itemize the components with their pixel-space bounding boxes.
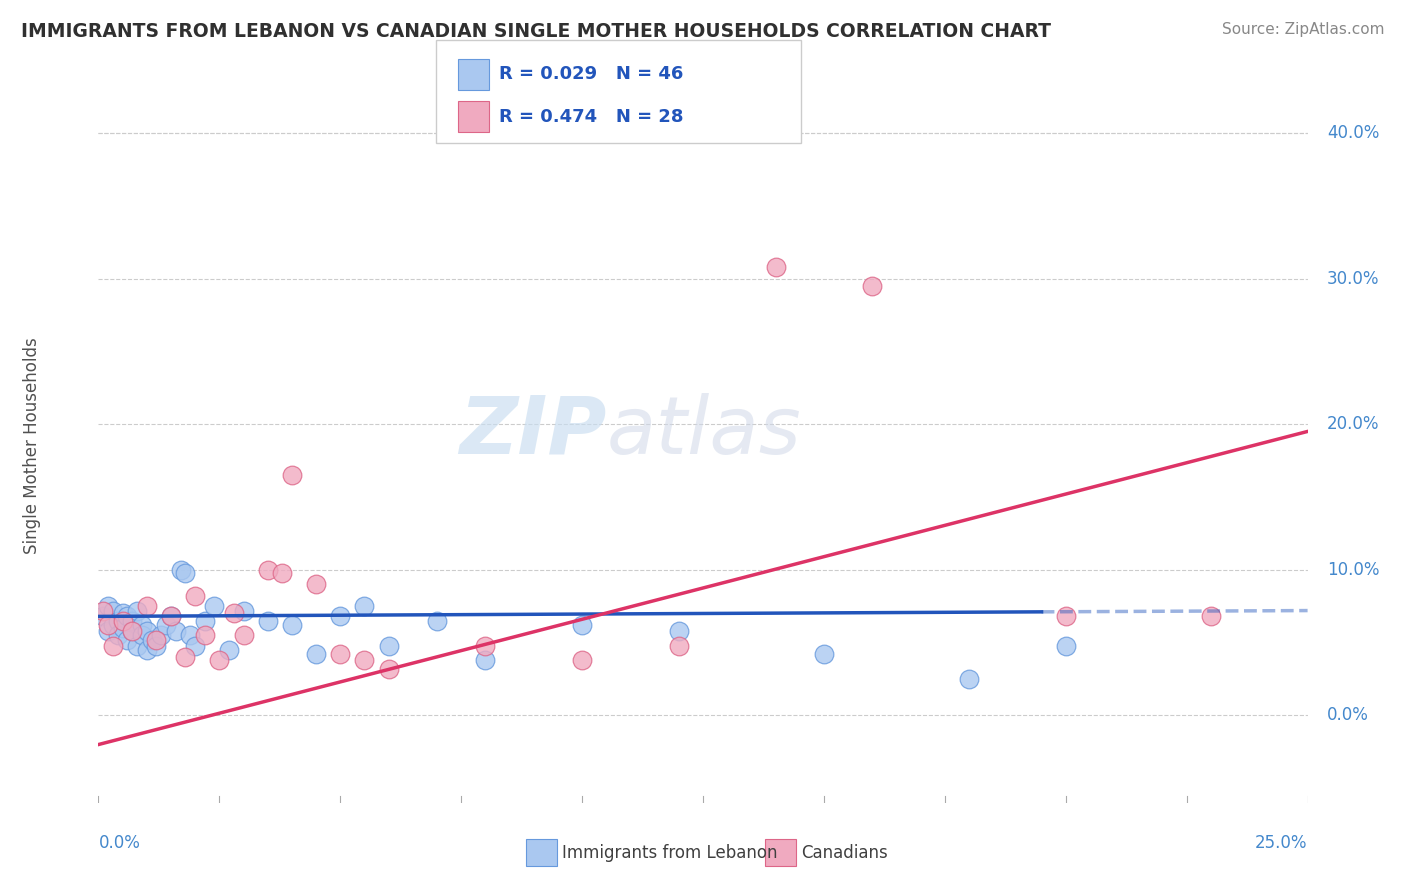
Text: 0.0%: 0.0% [1327,706,1369,724]
Text: ZIP: ZIP [458,392,606,471]
Point [860,278,883,293]
Point [329,609,352,624]
Point [353,599,375,614]
Point [117,632,139,647]
Text: IMMIGRANTS FROM LEBANON VS CANADIAN SINGLE MOTHER HOUSEHOLDS CORRELATION CHART: IMMIGRANTS FROM LEBANON VS CANADIAN SING… [21,22,1052,41]
Point [179,628,201,642]
Point [271,566,294,580]
Point [160,609,183,624]
Point [141,632,163,647]
Point [121,624,143,638]
Point [474,653,496,667]
Point [91,609,114,624]
Point [765,260,787,274]
Point [194,614,217,628]
Point [97,618,120,632]
Point [131,618,153,632]
Point [305,577,328,591]
Point [184,639,207,653]
Text: Canadians: Canadians [801,844,889,862]
Point [1199,609,1222,624]
Point [101,603,124,617]
Point [668,624,690,638]
Point [218,643,240,657]
Text: R = 0.029   N = 46: R = 0.029 N = 46 [499,65,683,84]
Point [204,599,226,614]
Text: R = 0.474   N = 28: R = 0.474 N = 28 [499,108,683,126]
Point [135,624,157,638]
Point [813,647,835,661]
Point [145,632,167,647]
Point [150,628,173,642]
Point [1054,639,1077,653]
Point [232,628,254,642]
Point [571,618,593,632]
Point [426,614,449,628]
Text: Immigrants from Lebanon: Immigrants from Lebanon [562,844,778,862]
Text: 40.0%: 40.0% [1327,124,1379,142]
Point [281,468,304,483]
Point [135,643,157,657]
Text: 0.0%: 0.0% [98,834,141,852]
Point [174,566,197,580]
Text: 20.0%: 20.0% [1327,415,1379,434]
Point [135,599,157,614]
Point [131,628,153,642]
Point [208,653,231,667]
Point [377,662,399,676]
Point [101,639,124,653]
Point [145,639,167,653]
Text: Source: ZipAtlas.com: Source: ZipAtlas.com [1222,22,1385,37]
Text: 25.0%: 25.0% [1256,834,1308,852]
Point [232,603,254,617]
Point [107,614,129,628]
Point [474,639,496,653]
Point [160,609,183,624]
Point [305,647,328,661]
Point [121,624,143,638]
Point [111,607,134,621]
Point [107,628,129,642]
Point [127,603,149,617]
Point [127,639,149,653]
Text: atlas: atlas [606,392,801,471]
Point [222,607,245,621]
Point [111,621,134,635]
Point [169,563,191,577]
Point [165,624,187,638]
Point [329,647,352,661]
Point [111,614,134,628]
Point [117,609,139,624]
Text: 10.0%: 10.0% [1327,561,1379,579]
Text: Single Mother Households: Single Mother Households [22,338,41,554]
Point [668,639,690,653]
Point [121,614,143,628]
Point [91,603,114,617]
Point [155,618,177,632]
Point [101,618,124,632]
Point [184,589,207,603]
Point [256,563,278,577]
Point [256,614,278,628]
Point [194,628,217,642]
Point [1054,609,1077,624]
Point [97,599,120,614]
Point [571,653,593,667]
Point [97,624,120,638]
Point [353,653,375,667]
Point [377,639,399,653]
Point [174,650,197,665]
Text: 30.0%: 30.0% [1327,269,1379,287]
Point [957,672,980,686]
Point [281,618,304,632]
